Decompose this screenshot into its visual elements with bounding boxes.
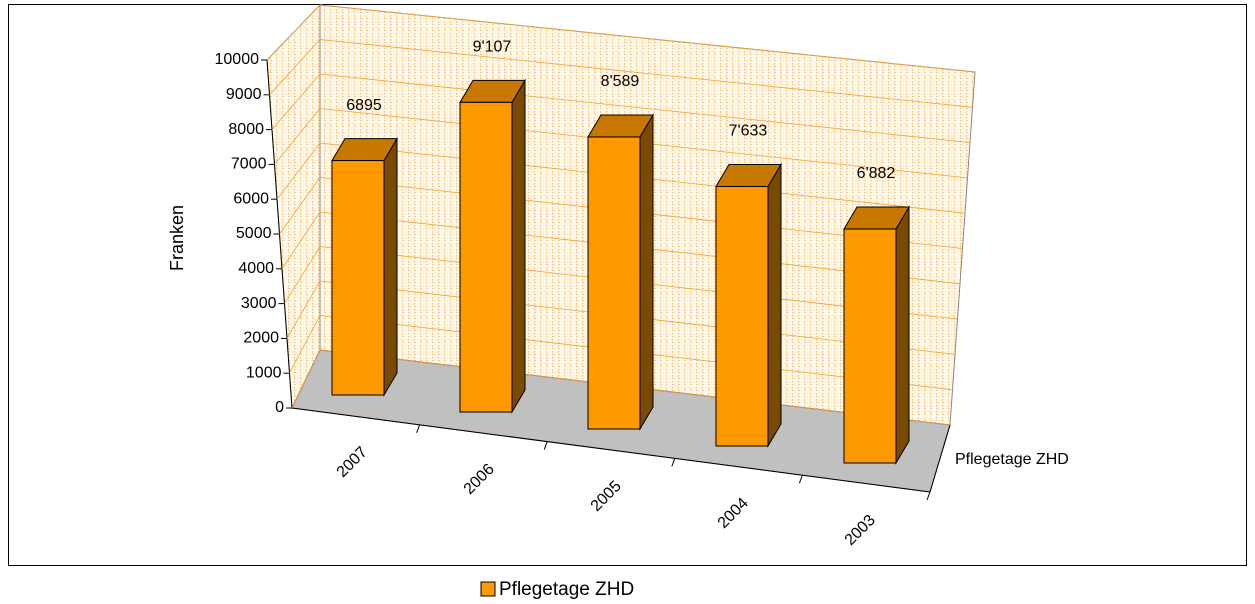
bar-side — [639, 113, 654, 431]
grid-line — [271, 73, 971, 143]
data-label: 7'633 — [729, 123, 768, 140]
y-tick-label: 8000 — [228, 121, 264, 138]
y-axis-title: Franken — [167, 205, 187, 271]
x-axis — [291, 407, 931, 493]
y-tick-label: 7000 — [231, 156, 267, 173]
bar — [587, 136, 641, 430]
y-tick-label: 1000 — [246, 364, 282, 381]
data-label: 8'589 — [601, 73, 640, 90]
y-tick-label: 4000 — [238, 260, 274, 277]
grid-line — [269, 39, 973, 108]
y-tick-label: 0 — [275, 399, 284, 416]
depth-axis-label: Pflegetage ZHD — [955, 451, 1069, 468]
data-label: 9'107 — [473, 39, 512, 56]
x-tick — [543, 441, 548, 450]
bar — [715, 185, 769, 447]
bar-side — [895, 205, 910, 465]
data-label: 6'882 — [857, 165, 896, 182]
bar — [843, 228, 897, 464]
bar — [459, 101, 513, 413]
y-tick-label: 6000 — [233, 190, 269, 207]
data-label: 6895 — [346, 97, 382, 114]
grid-line — [274, 108, 968, 179]
legend-label: Pflegetage ZHD — [499, 579, 634, 600]
depth-axis — [929, 424, 951, 493]
bar-side — [767, 162, 782, 448]
y-tick-label: 9000 — [226, 86, 262, 103]
x-tick — [671, 458, 676, 467]
bar — [331, 160, 385, 396]
y-tick-label: 10000 — [215, 51, 260, 68]
y-tick-label: 2000 — [243, 330, 279, 347]
y-tick-label: 5000 — [236, 225, 272, 242]
grid-line — [266, 4, 976, 73]
bar-side — [383, 136, 398, 397]
x-tick — [798, 475, 803, 484]
y-tick-label: 3000 — [241, 295, 277, 312]
x-tick — [926, 491, 931, 501]
x-tick — [416, 424, 421, 433]
legend-swatch — [480, 581, 496, 597]
bar-side — [511, 78, 526, 414]
